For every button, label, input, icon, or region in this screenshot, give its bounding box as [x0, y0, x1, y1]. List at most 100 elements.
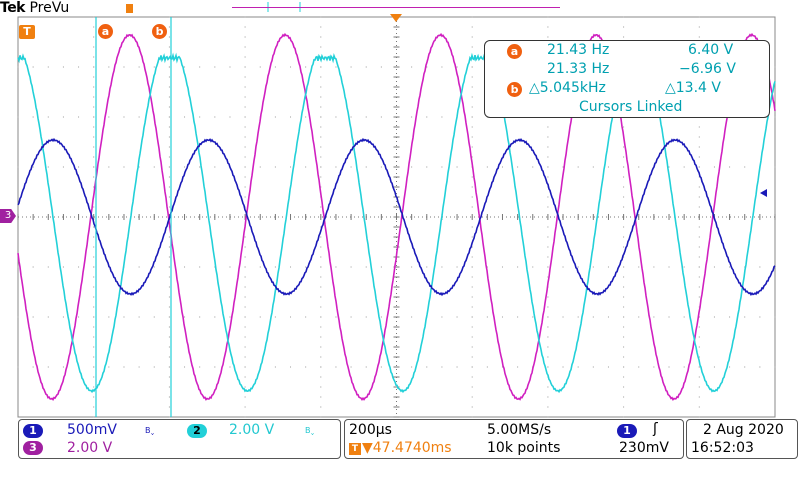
grid-dot	[501, 266, 503, 268]
grid-dot	[623, 316, 625, 318]
trigger-position[interactable]: ▼47.4740ms	[362, 440, 452, 456]
grid-dot	[93, 36, 95, 38]
grid-dot	[320, 126, 322, 128]
grid-dot	[320, 96, 322, 98]
grid-dot	[168, 176, 170, 178]
cursor-a-marker[interactable]: a	[98, 24, 113, 39]
grid-dot	[93, 146, 95, 148]
grid-dot	[547, 16, 549, 18]
grid-dot	[184, 266, 186, 268]
grid-dot	[168, 86, 170, 88]
trigger-source-badge[interactable]: 1	[617, 424, 637, 438]
grid-dot	[244, 16, 246, 18]
grid-dot	[93, 356, 95, 358]
record-length[interactable]: 10k points	[487, 440, 561, 456]
ch2-scale[interactable]: 2.00 V	[229, 422, 275, 438]
grid-dot	[471, 96, 473, 98]
grid-dot	[517, 316, 519, 318]
cursor-b-marker[interactable]: b	[152, 24, 167, 39]
grid-dot	[168, 126, 170, 128]
grid-dot	[471, 406, 473, 408]
grid-dot	[320, 396, 322, 398]
grid-dot	[32, 66, 34, 68]
grid-dot	[698, 266, 700, 268]
grid-dot	[365, 366, 367, 368]
ch1-badge[interactable]: 1	[23, 424, 43, 438]
grid-dot	[138, 316, 140, 318]
grid-dot	[350, 316, 352, 318]
grid-dot	[471, 266, 473, 268]
grid-dot	[320, 376, 322, 378]
grid-dot	[411, 366, 413, 368]
grid-dot	[774, 366, 776, 368]
vertical-settings-panel[interactable]: 1 500mV Bˬ 2 2.00 V Bˬ 3 2.00 V	[18, 419, 341, 459]
grid-dot	[93, 286, 95, 288]
timebase[interactable]: 200µs	[349, 422, 392, 438]
ch2-bandwidth-limit: Bˬ	[305, 426, 315, 435]
grid-dot	[214, 366, 216, 368]
grid-dot	[17, 116, 19, 118]
grid-dot	[199, 366, 201, 368]
ch3-badge[interactable]: 3	[23, 441, 43, 455]
grid-dot	[698, 166, 700, 168]
grid-dot	[698, 176, 700, 178]
grid-dot	[623, 196, 625, 198]
grid-dot	[168, 116, 170, 118]
cursor-a-frequency: 21.43 Hz	[547, 42, 610, 58]
grid-dot	[244, 276, 246, 278]
grid-dot	[274, 166, 276, 168]
ch3-scale[interactable]: 2.00 V	[67, 440, 113, 456]
grid-dot	[411, 266, 413, 268]
grid-dot	[153, 316, 155, 318]
grid-dot	[668, 266, 670, 268]
grid-dot	[138, 366, 140, 368]
grid-dot	[229, 116, 231, 118]
grid-dot	[320, 136, 322, 138]
grid-dot	[244, 136, 246, 138]
grid-dot	[532, 166, 534, 168]
grid-dot	[93, 26, 95, 28]
grid-dot	[320, 166, 322, 168]
grid-dot	[547, 126, 549, 128]
grid-dot	[547, 326, 549, 328]
grid-dot	[93, 256, 95, 258]
trigger-position-marker[interactable]	[390, 14, 402, 22]
grid-dot	[244, 46, 246, 48]
grid-dot	[320, 56, 322, 58]
ch1-scale[interactable]: 500mV	[67, 422, 117, 438]
grid-dot	[93, 186, 95, 188]
grid-dot	[623, 356, 625, 358]
grid-dot	[638, 266, 640, 268]
trigger-point-icon[interactable]: T	[19, 25, 35, 39]
grid-dot	[244, 186, 246, 188]
trigger-level-marker[interactable]	[760, 189, 767, 197]
grid-dot	[729, 166, 731, 168]
grid-dot	[471, 106, 473, 108]
grid-dot	[547, 406, 549, 408]
grid-dot	[698, 286, 700, 288]
horizontal-trigger-panel[interactable]: 200µs 5.00MS/s T ▼47.4740ms 10k points 1…	[344, 419, 684, 459]
grid-dot	[93, 326, 95, 328]
grid-dot	[698, 246, 700, 248]
grid-dot	[638, 166, 640, 168]
datetime-panel: 2 Aug 2020 16:52:03	[686, 419, 798, 459]
grid-dot	[683, 316, 685, 318]
trigger-slope-icon[interactable]: ʃ	[653, 421, 658, 437]
grid-dot	[486, 366, 488, 368]
grid-dot	[244, 246, 246, 248]
grid-dot	[93, 316, 95, 318]
grid-dot	[380, 316, 382, 318]
ch2-badge[interactable]: 2	[187, 424, 207, 438]
grid-dot	[471, 366, 473, 368]
grid-dot	[713, 316, 715, 318]
grid-dot	[471, 116, 473, 118]
trigger-level[interactable]: 230mV	[619, 440, 669, 456]
grid-dot	[320, 266, 322, 268]
grid-dot	[184, 66, 186, 68]
ch3-ground-marker[interactable]: 3	[0, 209, 16, 223]
grid-dot	[320, 366, 322, 368]
grid-dot	[577, 366, 579, 368]
cursor-lines[interactable]	[95, 2, 301, 417]
grid-dot	[93, 46, 95, 48]
grid-dot	[47, 166, 49, 168]
